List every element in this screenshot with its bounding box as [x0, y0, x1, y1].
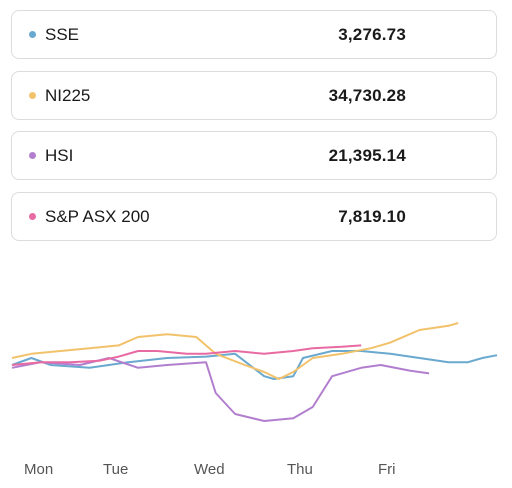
index-card-ni225[interactable]: NI225 34,730.28 [11, 71, 497, 120]
x-tick-mon: Mon [24, 461, 54, 478]
x-tick-fri: Fri [378, 461, 396, 478]
index-value: 7,819.10 [338, 206, 406, 226]
series-line-ni225 [11, 322, 459, 380]
x-tick-wed: Wed [194, 461, 225, 478]
x-tick-thu: Thu [287, 461, 313, 478]
index-name: S&P ASX 200 [45, 206, 150, 226]
index-value: 34,730.28 [328, 85, 406, 105]
index-card-sse[interactable]: SSE 3,276.73 [11, 10, 497, 59]
index-name: NI225 [45, 85, 91, 105]
x-tick-tue: Tue [103, 461, 129, 478]
series-color-dot [29, 92, 36, 99]
series-line-s-p-asx-200 [11, 344, 362, 366]
index-value: 21,395.14 [328, 145, 406, 165]
series-color-dot [29, 152, 36, 159]
index-card-asx200[interactable]: S&P ASX 200 7,819.10 [11, 192, 497, 241]
index-name: SSE [45, 24, 80, 44]
index-value: 3,276.73 [338, 24, 406, 44]
series-color-dot [29, 213, 36, 220]
series-line-sse [11, 350, 498, 380]
series-color-dot [29, 31, 36, 38]
index-name: HSI [45, 145, 74, 165]
index-card-hsi[interactable]: HSI 21,395.14 [11, 131, 497, 180]
intraday-line-chart [11, 322, 498, 422]
